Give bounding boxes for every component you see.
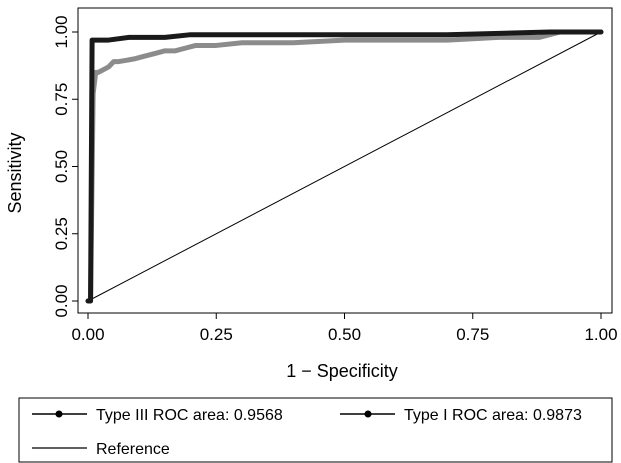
x-tick-label: 0.75 xyxy=(456,325,489,344)
legend-marker-type-i xyxy=(364,410,372,418)
y-tick-label: 0.50 xyxy=(52,150,71,183)
x-tick-label: 1.00 xyxy=(584,325,617,344)
legend-label-reference: Reference xyxy=(96,441,170,458)
x-tick-label: 0.50 xyxy=(328,325,361,344)
legend-label-type-iii: Type III ROC area: 0.9568 xyxy=(96,407,283,424)
y-axis: 0.00 0.25 0.50 0.75 1.00 xyxy=(52,15,78,318)
y-tick-label: 1.00 xyxy=(52,15,71,48)
y-tick-label: 0.00 xyxy=(52,284,71,317)
legend-box xyxy=(18,397,613,463)
y-axis-title: Sensitivity xyxy=(5,132,25,213)
y-tick-label: 0.75 xyxy=(52,83,71,116)
series-line-type-iii xyxy=(85,29,604,304)
x-tick-label: 0.00 xyxy=(71,325,104,344)
legend: Type III ROC area: 0.9568 Type I ROC are… xyxy=(18,397,613,463)
series-line-reference xyxy=(87,31,602,302)
series-lines xyxy=(85,29,604,304)
x-axis-title: 1 − Specificity xyxy=(286,361,398,381)
series-line-type-i xyxy=(85,29,604,304)
legend-marker-type-iii xyxy=(55,410,63,418)
x-axis: 0.00 0.25 0.50 0.75 1.00 xyxy=(71,313,618,344)
legend-label-type-i: Type I ROC area: 0.9873 xyxy=(404,407,582,424)
x-tick-label: 0.25 xyxy=(200,325,233,344)
y-tick-label: 0.25 xyxy=(52,217,71,250)
